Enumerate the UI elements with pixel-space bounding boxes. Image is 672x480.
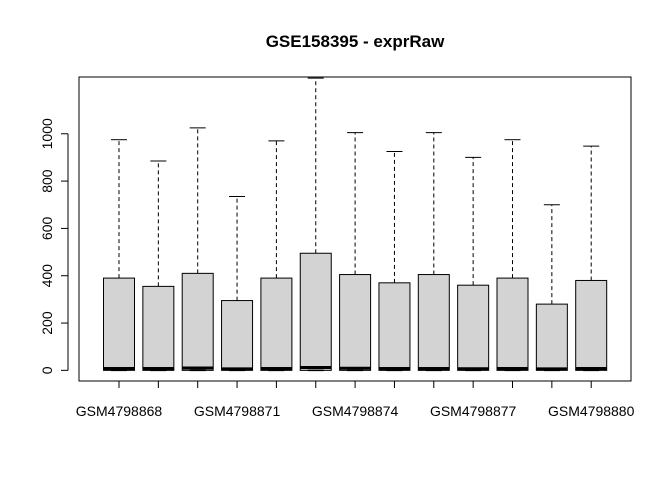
box-body bbox=[260, 277, 293, 371]
box-body bbox=[457, 284, 490, 371]
x-tick-label: GSM4798880 bbox=[548, 403, 635, 419]
box-body bbox=[221, 300, 254, 371]
y-axis: 0 200 400 600 800 1000 bbox=[39, 118, 69, 374]
box-body bbox=[181, 272, 214, 371]
box-GSM4798879 bbox=[535, 204, 568, 372]
boxes-group bbox=[103, 77, 608, 372]
box-body bbox=[417, 274, 450, 371]
box-GSM4798878 bbox=[496, 139, 529, 372]
box-body bbox=[535, 303, 568, 371]
box-body bbox=[378, 282, 411, 371]
x-tick-label: GSM4798874 bbox=[312, 403, 399, 419]
y-tick-label: 1000 bbox=[39, 118, 55, 149]
y-tick-label: 800 bbox=[39, 169, 55, 193]
y-tick-label: 200 bbox=[39, 311, 55, 335]
box-GSM4798877 bbox=[457, 156, 490, 372]
box-GSM4798876 bbox=[417, 132, 450, 372]
x-tick-label: GSM4798871 bbox=[194, 403, 281, 419]
x-axis: GSM4798868 GSM4798871 GSM4798874 GSM4798877… bbox=[76, 380, 635, 419]
box-body bbox=[103, 277, 135, 371]
box-body bbox=[142, 285, 175, 371]
box-body bbox=[299, 252, 332, 371]
box-GSM4798874 bbox=[339, 132, 372, 372]
box-GSM4798869 bbox=[142, 160, 175, 372]
box-GSM4798871 bbox=[221, 195, 254, 372]
x-tick-label: GSM4798877 bbox=[430, 403, 517, 419]
box-GSM4798880 bbox=[575, 145, 608, 372]
box-body bbox=[575, 279, 608, 371]
y-tick-label: 400 bbox=[39, 264, 55, 288]
box-GSM4798870 bbox=[181, 127, 214, 372]
chart-title: GSE158395 - exprRaw bbox=[266, 32, 445, 51]
box-body bbox=[496, 277, 529, 371]
x-tick-label: GSM4798868 bbox=[76, 403, 163, 419]
box-GSM4798868 bbox=[103, 139, 135, 372]
box-body bbox=[339, 274, 372, 371]
y-tick-label: 0 bbox=[39, 366, 55, 374]
box-GSM4798872 bbox=[260, 140, 293, 372]
box-GSM4798873 bbox=[299, 77, 332, 372]
box-GSM4798875 bbox=[378, 151, 411, 372]
y-tick-label: 600 bbox=[39, 217, 55, 241]
